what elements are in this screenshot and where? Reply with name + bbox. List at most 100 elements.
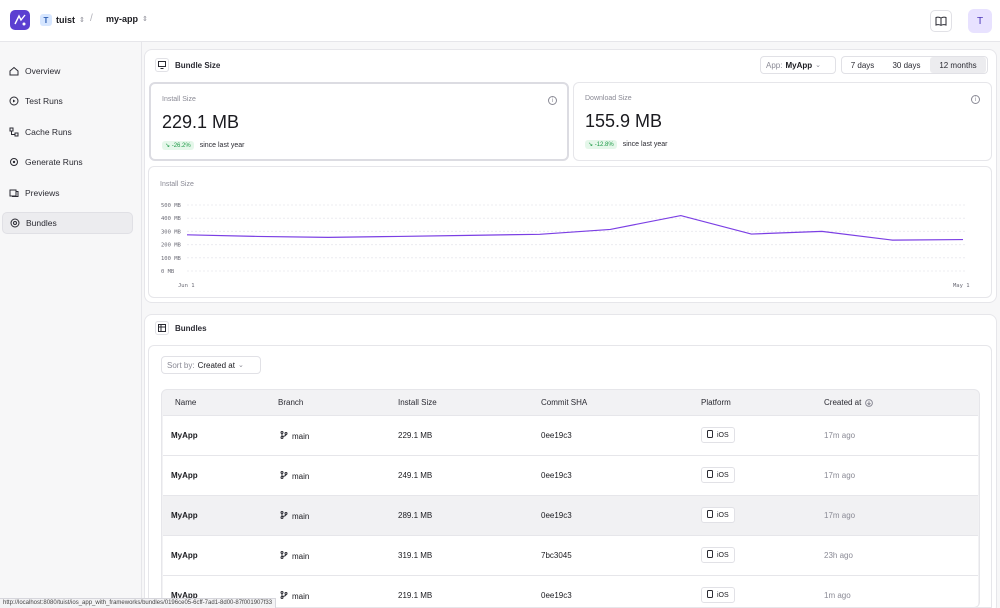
trend-text: since last year [622,141,668,148]
branch-label: main [292,551,310,561]
org-name: tuist [56,15,75,25]
cell-name: MyApp [171,551,198,560]
org-switcher[interactable]: T tuist ⇕ [40,14,85,26]
y-tick-label: 100 MB [161,256,182,262]
column-header-install-size[interactable]: Install Size [398,398,437,407]
cell-install-size: 289.1 MB [398,511,433,520]
platform-badge: iOS [701,507,735,523]
section-title: Bundle Size [175,60,221,70]
platform-badge: iOS [701,467,735,483]
sidebar-item-cache-runs[interactable]: Cache Runs [2,121,133,143]
org-avatar: T [40,14,52,26]
install-size-card[interactable]: Install Size i 229.1 MB ↘ -26.2% since l… [149,82,569,161]
cell-branch: main [280,511,309,521]
chevron-updown-icon: ⇕ [142,16,148,23]
cell-install-size: 249.1 MB [398,471,433,480]
info-icon[interactable]: i [971,95,980,104]
trend-badge: ↘ -12.8% [585,140,617,149]
column-header-created-at[interactable]: Created at [824,398,874,407]
metric-trend: ↘ -12.8% since last year [585,140,667,149]
platform-badge: iOS [701,587,735,603]
y-tick-label: 300 MB [161,229,182,235]
sort-label: Sort by: [167,360,195,370]
sidebar-item-generate-runs[interactable]: Generate Runs [2,151,133,173]
branch-label: main [292,471,310,481]
platform-badge: iOS [701,427,735,443]
platform-label: iOS [717,471,729,479]
cell-name: MyApp [171,591,198,600]
range-7-days[interactable]: 7 days [850,60,875,70]
project-name: my-app [106,14,139,24]
sidebar-item-label: Overview [25,66,61,76]
x-tick-label: May 1 [953,283,970,289]
sidebar-item-label: Previews [25,188,60,198]
logo-mark-icon [14,14,26,26]
sidebar-item-test-runs[interactable]: Test Runs [2,90,133,112]
series-line [186,214,964,241]
cell-branch: main [280,471,309,481]
table-row[interactable]: MyApp main 219.1 MB 0ee19c3 iOS 1m ago [163,575,978,607]
phone-icon [707,430,713,440]
cell-branch: main [280,551,309,561]
chart-title: Install Size [160,181,194,188]
platform-label: iOS [717,591,729,599]
column-header-commit-sha[interactable]: Commit SHA [541,398,588,407]
cell-name: MyApp [171,431,198,440]
column-header-platform[interactable]: Platform [701,398,731,407]
bundles-header: Bundles [155,321,207,335]
column-header-label: Created at [824,398,862,407]
book-icon [935,16,947,26]
metric-label: Install Size [162,96,196,103]
user-avatar[interactable]: T [968,9,992,33]
top-bar: T tuist ⇕ / my-app ⇕ T [0,0,1000,42]
project-switcher[interactable]: my-app ⇕ [106,14,148,24]
sort-select[interactable]: Sort by: Created at ⌄ [161,356,261,374]
cell-name: MyApp [171,471,198,480]
app-select[interactable]: App: MyApp ⌄ [760,56,836,74]
column-header-name[interactable]: Name [175,398,197,407]
tuist-logo[interactable] [10,10,30,30]
trend-badge: ↘ -26.2% [162,141,194,150]
table-row[interactable]: MyApp main 319.1 MB 7bc3045 iOS 23h ago [163,535,978,575]
git-branch-icon [280,471,288,481]
range-12-months[interactable]: 12 months [930,57,986,73]
platform-label: iOS [717,511,729,519]
cell-created-at: 1m ago [824,591,851,600]
info-icon[interactable]: i [548,96,557,105]
sidebar-item-overview[interactable]: Overview [2,60,133,82]
sidebar-item-bundles[interactable]: Bundles [2,212,133,234]
sidebar-item-previews[interactable]: Previews [2,182,133,204]
install-size-chart: Install Size 500 MB 400 MB 300 MB 200 MB 100… [148,166,992,298]
play-circle-icon [9,96,19,106]
section-title: Bundles [175,323,207,333]
sort-value: Created at [197,360,235,370]
gear-icon [10,158,18,166]
cell-commit-sha: 0ee19c3 [541,591,572,600]
sort-arrow-icon [865,398,874,407]
metric-value: 155.9 MB [585,111,663,131]
cell-branch: main [280,591,309,601]
table-row[interactable]: MyApp main 249.1 MB 0ee19c3 iOS 17m ago [163,455,978,495]
column-header-branch[interactable]: Branch [278,398,304,407]
range-30-days[interactable]: 30 days [892,60,921,70]
table-row[interactable]: MyApp main 289.1 MB 0ee19c3 iOS 17m ago [163,495,978,535]
cell-name: MyApp [171,511,198,520]
bundle-size-header: Bundle Size [155,58,220,72]
cell-created-at: 17m ago [824,431,856,440]
sidebar-item-label: Generate Runs [25,157,83,167]
branch-label: main [292,591,310,601]
y-tick-label: 200 MB [161,243,182,249]
breadcrumb-separator: / [90,13,93,24]
cell-commit-sha: 7bc3045 [541,551,572,560]
phone-icon [707,510,713,520]
docs-button[interactable] [930,10,952,32]
download-size-card[interactable]: Download Size i 155.9 MB ↘ -12.8% since … [573,82,992,161]
branch-label: main [292,511,310,521]
phone-icon [707,550,713,560]
cell-created-at: 17m ago [824,471,856,480]
metric-value: 229.1 MB [162,112,240,132]
git-branch-icon [280,511,288,521]
table-row[interactable]: MyApp main 229.1 MB 0ee19c3 iOS 17m ago [163,415,978,455]
chevron-down-icon: ⌄ [815,62,822,69]
phone-icon [707,470,713,480]
